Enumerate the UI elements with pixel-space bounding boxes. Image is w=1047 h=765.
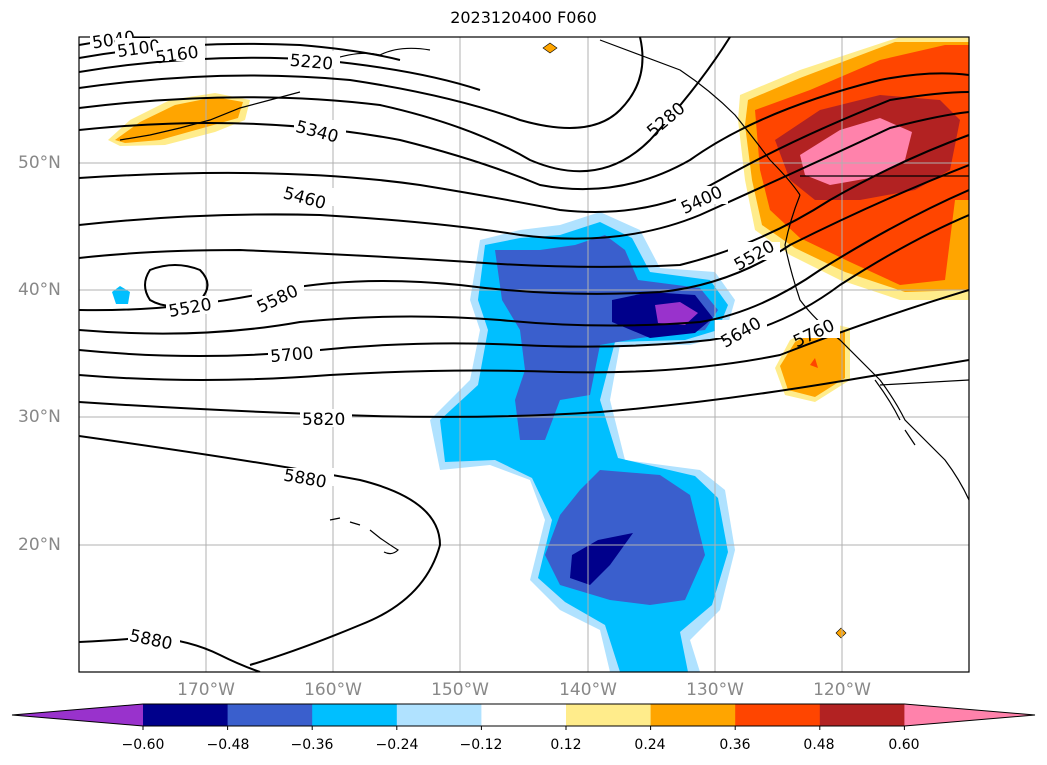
hawaii — [329, 517, 399, 555]
contour-5460 — [79, 111, 969, 240]
contour-label: 5700 — [269, 343, 314, 367]
small-positive-anomaly-north — [542, 42, 558, 54]
lon-label: 120°W — [813, 680, 871, 700]
contour-5400 — [79, 91, 969, 213]
lat-label: 50°N — [18, 153, 61, 173]
contour-5700 — [79, 214, 969, 357]
lat-label: 20°N — [18, 535, 61, 555]
lon-label: 150°W — [431, 680, 489, 700]
colorbar — [11, 703, 1036, 730]
aleutian-islands — [119, 91, 301, 141]
socal-anomaly-core — [810, 358, 818, 368]
gridlines — [79, 37, 969, 672]
colorbar-swatch — [735, 704, 821, 726]
baja-california — [874, 379, 916, 446]
lat-label: 40°N — [18, 280, 61, 300]
colorbar-swatch — [566, 704, 652, 726]
map-title: 2023120400 F060 — [450, 8, 597, 27]
mexico-border — [879, 379, 969, 386]
colorbar-swatch — [227, 704, 313, 726]
colorbar-swatch — [396, 704, 482, 726]
colorbar-swatch — [143, 704, 229, 726]
colorbar-swatch — [312, 704, 398, 726]
negative-anomaly-060 — [655, 302, 698, 325]
positive-anomaly-060 — [800, 118, 912, 185]
colorbar-tick-label: 0.60 — [888, 737, 920, 753]
lon-label: 160°W — [304, 680, 362, 700]
lon-label: 170°W — [177, 680, 235, 700]
contour-5820 — [79, 359, 969, 418]
contour-5520 — [79, 134, 969, 268]
contour-5580 — [79, 164, 969, 312]
colorbar-tick-label: 0.48 — [803, 737, 835, 753]
lat-label: 30°N — [18, 407, 61, 427]
colorbar-tick-label: 0.24 — [634, 737, 666, 753]
aleutian-anomaly-inner — [115, 97, 243, 143]
colorbar-tick-label: −0.60 — [121, 737, 165, 753]
lon-label: 140°W — [559, 680, 617, 700]
colorbar-tick-label: 0.36 — [719, 737, 751, 753]
colorbar-tick-label: −0.12 — [459, 737, 503, 753]
small-positive-anomaly-south — [835, 627, 847, 639]
colorbar-swatch — [650, 704, 736, 726]
coastlines — [119, 39, 969, 555]
contour-5880-south — [79, 635, 261, 672]
colorbar-tick-label: −0.36 — [290, 737, 334, 753]
colorbar-tick-label: −0.24 — [375, 737, 419, 753]
anomaly-fill — [108, 37, 969, 672]
colorbar-swatch — [819, 704, 905, 726]
contour-label: 5820 — [302, 410, 345, 430]
colorbar-swatch — [481, 704, 567, 726]
contour-label: 5220 — [289, 51, 334, 75]
contour-5640 — [79, 189, 969, 335]
colorbar-tick-label: −0.48 — [206, 737, 250, 753]
colorbar-tick-label: 0.12 — [550, 737, 582, 753]
contour-5880 — [79, 435, 442, 666]
contour-5160 — [79, 56, 481, 91]
lon-label: 130°W — [686, 680, 744, 700]
contour-5220 — [79, 37, 644, 129]
colorbar-extend-low — [12, 704, 143, 726]
north-america-west-coast — [784, 194, 969, 501]
small-negative-anomaly — [112, 286, 130, 304]
map-frame — [78, 36, 970, 673]
colorbar-extend-high — [904, 704, 1035, 726]
alaska-coast — [329, 39, 801, 196]
